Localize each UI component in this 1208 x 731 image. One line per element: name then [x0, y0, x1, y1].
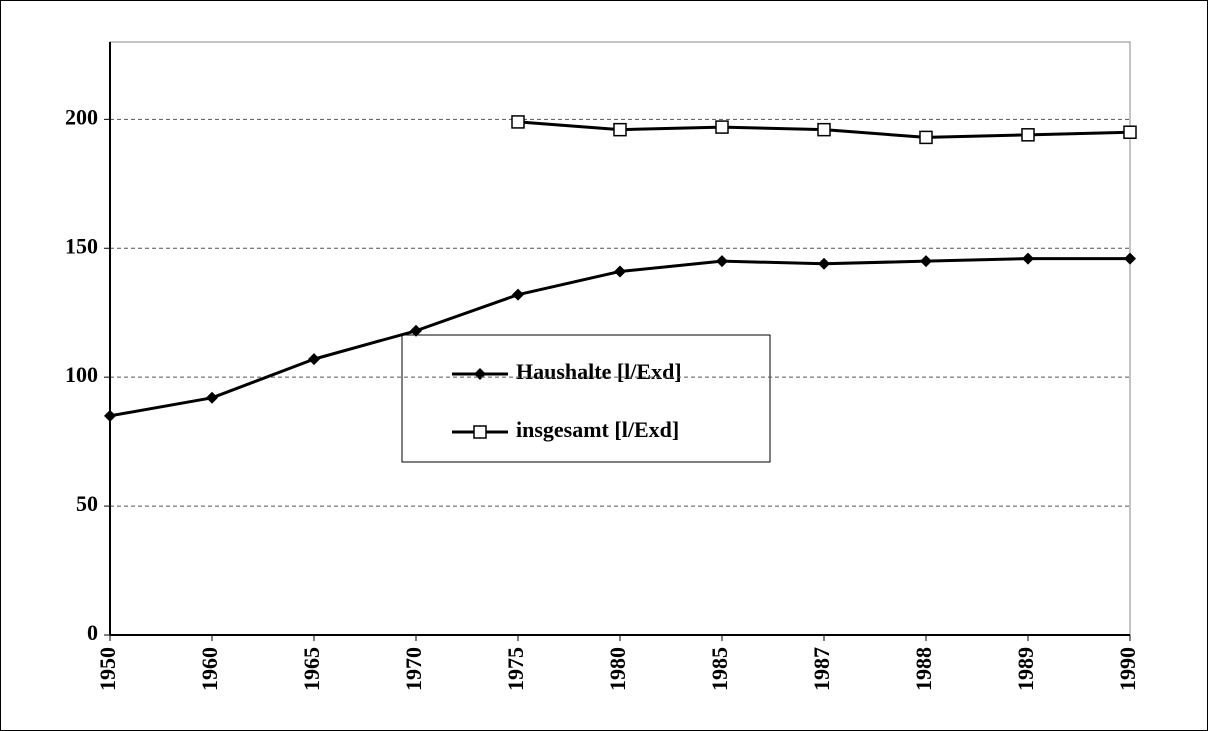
legend: Haushalte [l/Exd] insgesamt [l/Exd] — [401, 334, 771, 463]
legend-marker — [473, 425, 487, 439]
marker — [104, 409, 116, 422]
marker — [308, 353, 320, 366]
x-tick-label: 1970 — [401, 647, 426, 691]
y-tick-label: 200 — [65, 104, 98, 129]
legend-box — [401, 334, 771, 463]
marker — [919, 130, 933, 145]
marker — [614, 265, 626, 278]
legend-label: Haushalte [l/Exd] — [516, 359, 682, 384]
marker — [920, 255, 932, 268]
marker — [1123, 125, 1137, 139]
marker — [1022, 252, 1034, 265]
x-tick-label: 1988 — [911, 647, 936, 691]
y-tick-label: 0 — [87, 620, 98, 645]
marker — [613, 122, 627, 137]
x-tick-label: 1960 — [197, 647, 222, 691]
marker — [1021, 128, 1035, 142]
marker — [1124, 252, 1136, 265]
marker — [817, 122, 831, 137]
x-tick-label: 1975 — [503, 647, 528, 691]
x-tick-label: 1965 — [299, 647, 324, 691]
x-tick-label: 1980 — [605, 647, 630, 691]
legend-label: insgesamt [l/Exd] — [516, 417, 679, 442]
marker — [410, 324, 422, 337]
marker — [206, 391, 218, 404]
marker — [716, 255, 728, 268]
x-tick-label: 1989 — [1013, 647, 1038, 691]
marker — [512, 288, 524, 301]
x-tick-label: 1985 — [707, 647, 732, 691]
marker — [818, 257, 830, 270]
y-tick-label: 150 — [65, 233, 98, 258]
y-tick-label: 100 — [65, 362, 98, 387]
x-tick-label: 1987 — [809, 647, 834, 691]
x-tick-label: 1950 — [95, 647, 120, 691]
y-tick-label: 50 — [76, 491, 98, 516]
marker — [715, 120, 729, 134]
marker — [511, 115, 525, 129]
x-tick-label: 1990 — [1115, 647, 1140, 691]
